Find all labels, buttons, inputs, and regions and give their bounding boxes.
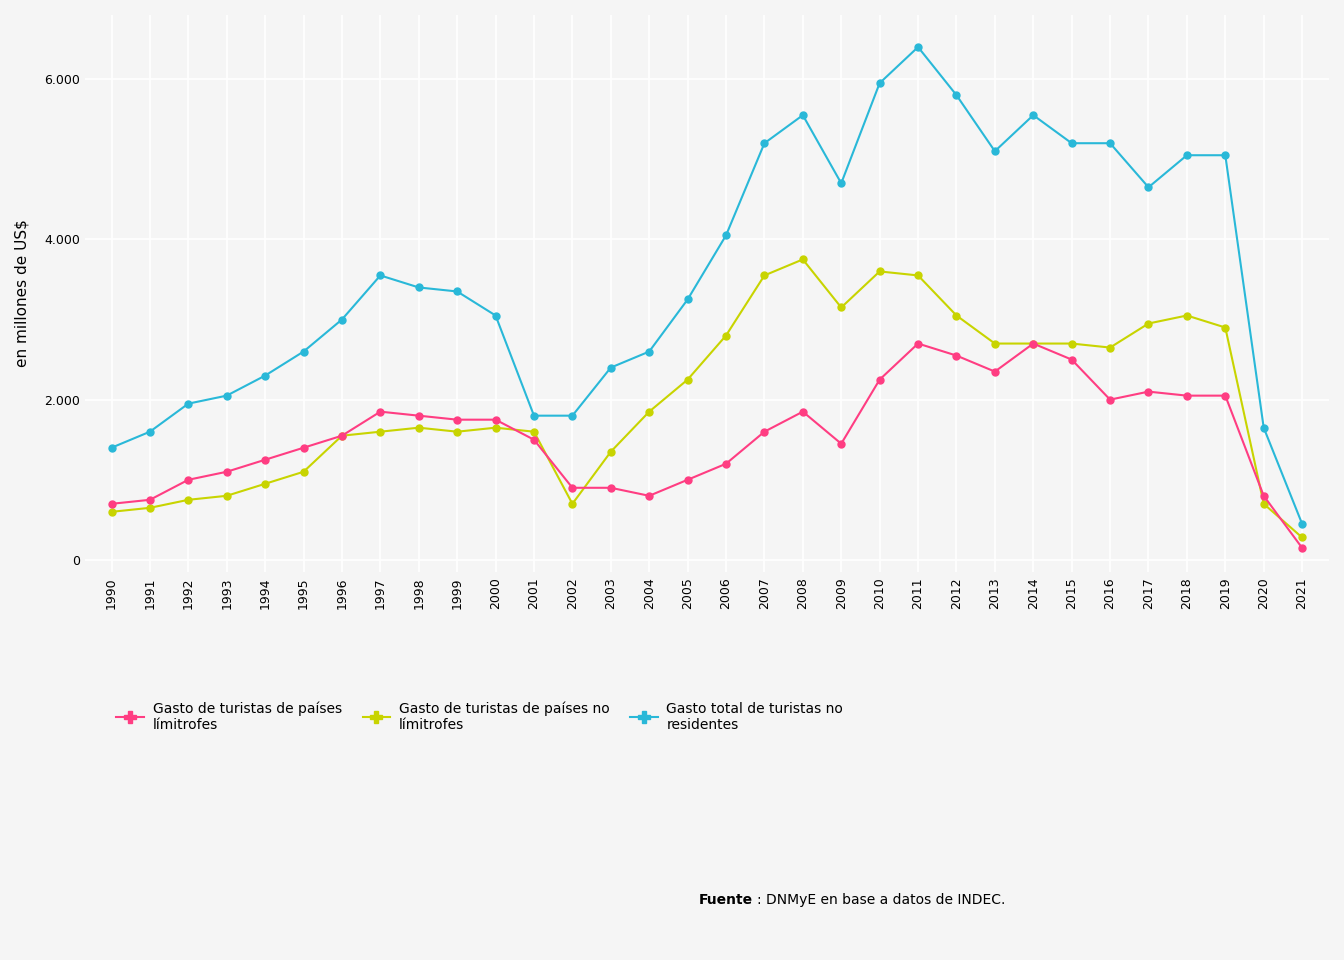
Text: : DNMyE en base a datos de INDEC.: : DNMyE en base a datos de INDEC. [757, 893, 1005, 907]
Text: Fuente: Fuente [699, 893, 753, 907]
Y-axis label: en millones de US$: en millones de US$ [15, 220, 30, 368]
Legend: Gasto de turistas de países
límitrofes, Gasto de turistas de países no
límitrofe: Gasto de turistas de países límitrofes, … [117, 702, 843, 732]
